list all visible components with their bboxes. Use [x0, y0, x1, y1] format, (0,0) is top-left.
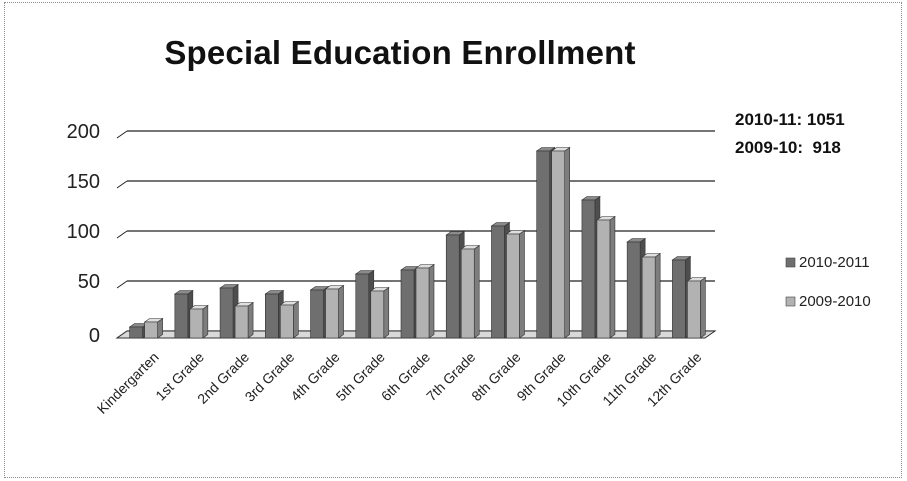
gridline-side-150 [116, 180, 128, 189]
bar-2009-2010-10th-grade [596, 219, 611, 339]
bar-2010-2011-1st-grade [174, 293, 189, 339]
bar-side [654, 252, 661, 339]
legend-label: 2010-2011 [799, 254, 870, 271]
legend-label: 2009-2010 [799, 293, 871, 310]
bar-2009-2010-2nd-grade [234, 305, 249, 339]
bar-side [202, 304, 209, 339]
gridline-side-200 [116, 130, 128, 139]
bar-2009-2010-7th-grade [460, 248, 475, 339]
bar-2010-2011-8th-grade [491, 225, 505, 339]
bar-2010-2011-kindergarten [129, 326, 143, 339]
gridline-side-100 [116, 230, 128, 239]
bar-2009-2010-3rd-grade [280, 304, 294, 339]
bar-2009-2010-8th-grade [506, 233, 520, 339]
bar-side [247, 301, 254, 339]
bar-side [519, 229, 525, 339]
bar-2009-2010-9th-grade [551, 150, 565, 339]
bar-side [338, 284, 344, 339]
enrollment-totals: 2010-11: 1051 2009-10: 918 [735, 106, 845, 162]
y-tick-label: 50 [78, 271, 100, 293]
bar-2010-2011-11th-grade [626, 241, 641, 339]
bar-2010-2011-9th-grade [536, 150, 550, 339]
x-tick-label: Kindergarten [94, 349, 162, 417]
gridline-side-50 [116, 280, 128, 289]
chart-title: Special Education Enrollment [164, 34, 636, 71]
bar-2009-2010-5th-grade [370, 290, 385, 339]
legend-swatch-2010-2011 [785, 257, 796, 268]
legend-swatch-2009-2010 [785, 296, 796, 307]
bar-2010-2011-4th-grade [310, 289, 324, 339]
bar-side [383, 286, 390, 339]
bar-side [700, 276, 706, 339]
bar-2010-2011-3rd-grade [265, 293, 279, 339]
bar-2009-2010-11th-grade [641, 256, 656, 339]
bar-side [473, 244, 480, 339]
bar-2009-2010-4th-grade [325, 288, 339, 339]
total-label-2009-10: 2009-10: [735, 138, 804, 157]
y-tick-label: 150 [67, 171, 100, 193]
total-label-2010-11: 2010-11: [735, 110, 803, 129]
y-tick-label: 200 [67, 121, 100, 143]
total-value-2010-11: 1051 [806, 110, 845, 129]
bar-2010-2011-12th-grade [672, 259, 686, 339]
bar-side [428, 263, 435, 339]
bar-side [293, 300, 299, 339]
bar-side [564, 146, 570, 339]
bar-2010-2011-5th-grade [355, 273, 370, 339]
y-tick-label: 100 [67, 221, 100, 243]
bar-2010-2011-7th-grade [445, 234, 460, 339]
bar-2010-2011-2nd-grade [219, 287, 234, 339]
bar-2010-2011-6th-grade [400, 269, 415, 339]
bar-2009-2010-12th-grade [687, 280, 701, 339]
bar-2009-2010-1st-grade [189, 308, 204, 339]
x-tick-label: 3rd Grade [242, 349, 298, 405]
bar-side [609, 215, 616, 339]
chart-frame [4, 2, 902, 478]
y-tick-label: 0 [89, 325, 100, 347]
total-value-2009-10: 918 [812, 138, 841, 157]
bar-2010-2011-10th-grade [581, 199, 596, 339]
bar-2009-2010-kindergarten [144, 321, 158, 339]
bar-2009-2010-6th-grade [415, 267, 430, 339]
